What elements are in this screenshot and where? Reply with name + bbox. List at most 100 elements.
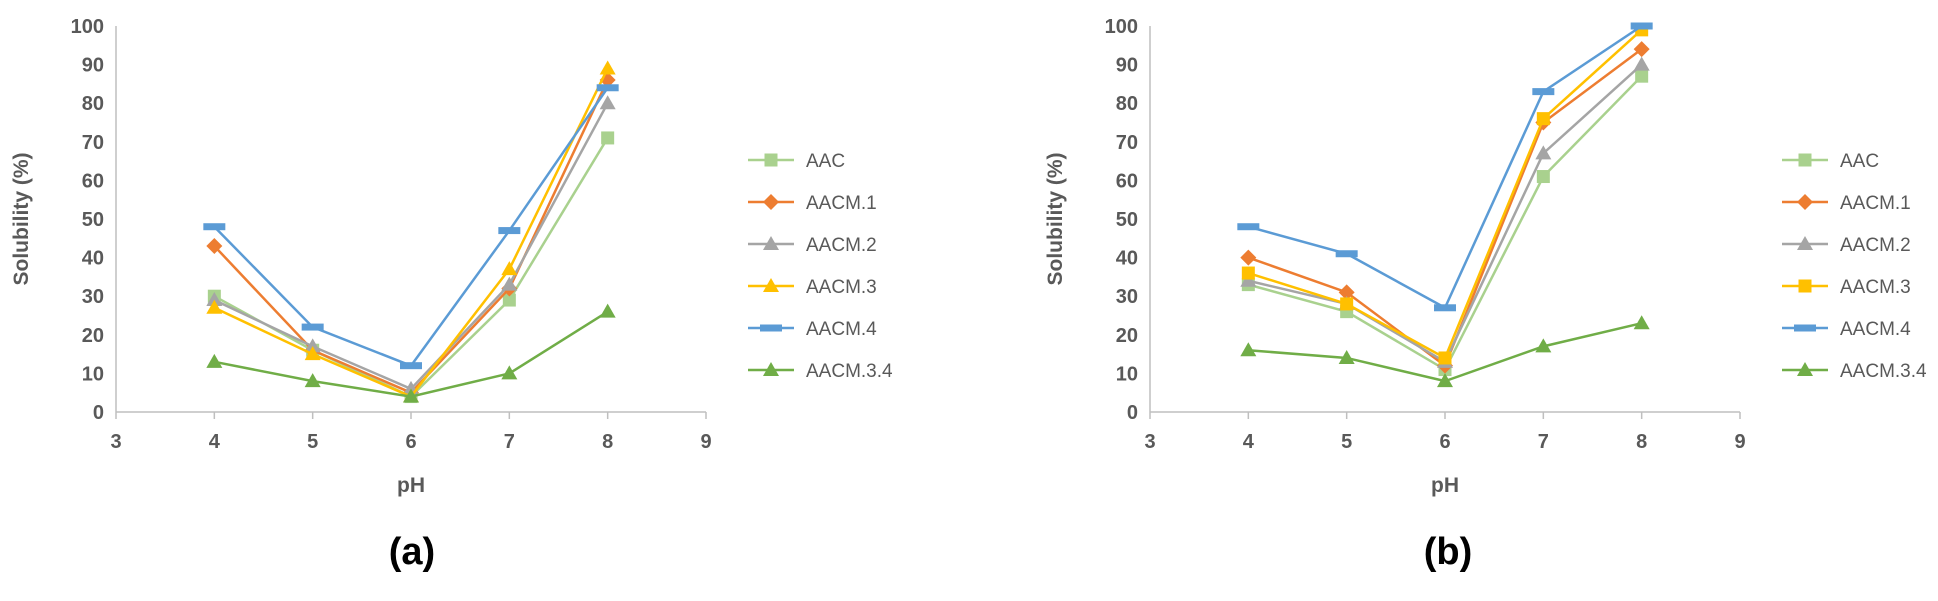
y-tick-label: 70 bbox=[82, 132, 104, 154]
x-tick-label: 6 bbox=[1439, 431, 1450, 453]
data-point-aacm-3 bbox=[304, 346, 321, 361]
legend-marker bbox=[764, 153, 778, 167]
y-axis-title: Solubility (%) bbox=[10, 153, 33, 286]
data-point-aacm-4 bbox=[1434, 304, 1456, 312]
series-aacm-1 bbox=[1240, 41, 1650, 374]
data-point-aacm-1 bbox=[1633, 41, 1650, 58]
data-point-aacm-2 bbox=[304, 338, 321, 353]
data-point-aac bbox=[1536, 170, 1550, 184]
legend-marker bbox=[1798, 279, 1812, 293]
data-point-aacm-3-4 bbox=[1535, 338, 1552, 353]
data-point-aacm-3-4 bbox=[1633, 315, 1650, 330]
y-tick-label: 30 bbox=[82, 286, 104, 308]
data-point-aacm-3 bbox=[501, 261, 518, 276]
y-tick-label: 20 bbox=[82, 325, 104, 347]
data-point-aac bbox=[601, 131, 615, 145]
y-tick-label: 50 bbox=[82, 209, 104, 231]
series-line-aacm-4 bbox=[1248, 24, 1643, 310]
legend-entry-aacm-3: AACM.3 bbox=[806, 277, 877, 298]
data-point-aacm-3 bbox=[599, 60, 616, 75]
chart-panel-b: 0 10 20 30 40 50 60 70 80 90 100 3 4 5 6 7 8 9 pH Solubilit… bbox=[1044, 16, 1927, 573]
legend-entry-aacm-4: AACM.4 bbox=[806, 319, 877, 340]
x-tick-label: 7 bbox=[504, 431, 515, 453]
series-aacm-3-4 bbox=[1240, 315, 1650, 388]
y-tick-label: 10 bbox=[82, 363, 104, 385]
legend: AAC AACM.1 AACM.2 AACM.3 AACM.4 AACM.3.4 bbox=[1782, 151, 1927, 382]
x-tick-label: 6 bbox=[405, 431, 416, 453]
x-tick-label: 8 bbox=[1636, 431, 1647, 453]
y-tick-label: 0 bbox=[93, 402, 104, 424]
y-tick-label: 0 bbox=[1127, 402, 1138, 424]
panel-label: (a) bbox=[389, 531, 435, 573]
y-tick-label: 30 bbox=[1116, 286, 1138, 308]
data-point-aacm-4 bbox=[596, 84, 619, 92]
series-aacm-2 bbox=[206, 95, 616, 395]
x-tick-label: 9 bbox=[700, 431, 711, 453]
x-tick-label: 5 bbox=[1341, 431, 1352, 453]
data-point-aacm-3-4 bbox=[501, 365, 518, 380]
data-point-aacm-4 bbox=[400, 362, 422, 370]
series-aac bbox=[1241, 69, 1649, 377]
legend-marker bbox=[763, 236, 779, 250]
data-point-aacm-3 bbox=[1536, 112, 1550, 126]
y-tick-label: 60 bbox=[1116, 170, 1138, 192]
y-axis-title: Solubility (%) bbox=[1044, 153, 1067, 286]
legend-entry-aacm-4: AACM.4 bbox=[1840, 319, 1911, 340]
legend-entry-aacm-3: AACM.3 bbox=[1840, 277, 1911, 298]
data-point-aacm-3 bbox=[206, 299, 223, 314]
legend-marker bbox=[1794, 324, 1816, 332]
data-point-aacm-3 bbox=[1438, 351, 1452, 365]
series-line-aacm-1 bbox=[1247, 48, 1643, 368]
data-point-aacm-1 bbox=[1338, 284, 1355, 301]
series-aacm-3-4 bbox=[206, 303, 616, 403]
legend-marker bbox=[1797, 236, 1813, 250]
y-tick-label: 50 bbox=[1116, 209, 1138, 231]
series-aacm-4 bbox=[1237, 22, 1653, 312]
y-tick-label: 100 bbox=[71, 16, 104, 38]
y-tick-label: 80 bbox=[82, 93, 104, 115]
data-point-aacm-3-4 bbox=[1338, 349, 1355, 364]
legend-marker bbox=[1797, 362, 1813, 376]
data-point-aacm-1 bbox=[206, 238, 223, 255]
series-aacm-1 bbox=[206, 72, 616, 401]
data-point-aacm-3-4 bbox=[599, 303, 616, 318]
y-tick-label: 10 bbox=[1116, 363, 1138, 385]
legend-entry-aacm-3-4: AACM.3.4 bbox=[1840, 361, 1927, 382]
x-tick-label: 9 bbox=[1734, 431, 1745, 453]
x-tick-label: 8 bbox=[602, 431, 613, 453]
y-tick-label: 40 bbox=[82, 248, 104, 270]
y-tick-label: 20 bbox=[1116, 325, 1138, 347]
x-tick-label: 4 bbox=[209, 431, 221, 453]
data-point-aacm-4 bbox=[498, 227, 521, 235]
panel-label: (b) bbox=[1424, 531, 1473, 573]
legend-marker bbox=[1798, 153, 1812, 167]
legend-entry-aac: AAC bbox=[1840, 151, 1879, 172]
x-tick-label: 3 bbox=[110, 431, 121, 453]
y-tick-label: 60 bbox=[82, 170, 104, 192]
legend-entry-aacm-3-4: AACM.3.4 bbox=[806, 361, 893, 382]
series-line-aac bbox=[213, 137, 609, 399]
x-tick-label: 5 bbox=[307, 431, 318, 453]
data-point-aacm-4 bbox=[1630, 22, 1653, 30]
data-point-aacm-4 bbox=[301, 323, 324, 331]
y-tick-label: 40 bbox=[1116, 248, 1138, 270]
x-tick-label: 7 bbox=[1538, 431, 1549, 453]
y-tick-label: 70 bbox=[1116, 132, 1138, 154]
data-point-aacm-3-4 bbox=[1437, 373, 1453, 388]
series-line-aac bbox=[1248, 75, 1643, 372]
data-point-aacm-3 bbox=[1241, 266, 1255, 280]
data-point-aacm-3-4 bbox=[1240, 342, 1257, 357]
data-point-aacm-4 bbox=[203, 223, 226, 231]
data-point-aac bbox=[502, 293, 516, 307]
data-point-aacm-3-4 bbox=[206, 353, 223, 368]
data-point-aacm-3-4 bbox=[403, 388, 419, 403]
y-tick-label: 100 bbox=[1105, 16, 1138, 38]
legend-marker bbox=[760, 324, 782, 332]
data-point-aacm-4 bbox=[1237, 223, 1260, 231]
legend-entry-aacm-1: AACM.1 bbox=[806, 193, 877, 214]
y-tick-label: 90 bbox=[1116, 55, 1138, 77]
series-aacm-4 bbox=[203, 84, 619, 370]
x-tick-label: 4 bbox=[1243, 431, 1255, 453]
data-point-aacm-2 bbox=[1535, 145, 1552, 160]
